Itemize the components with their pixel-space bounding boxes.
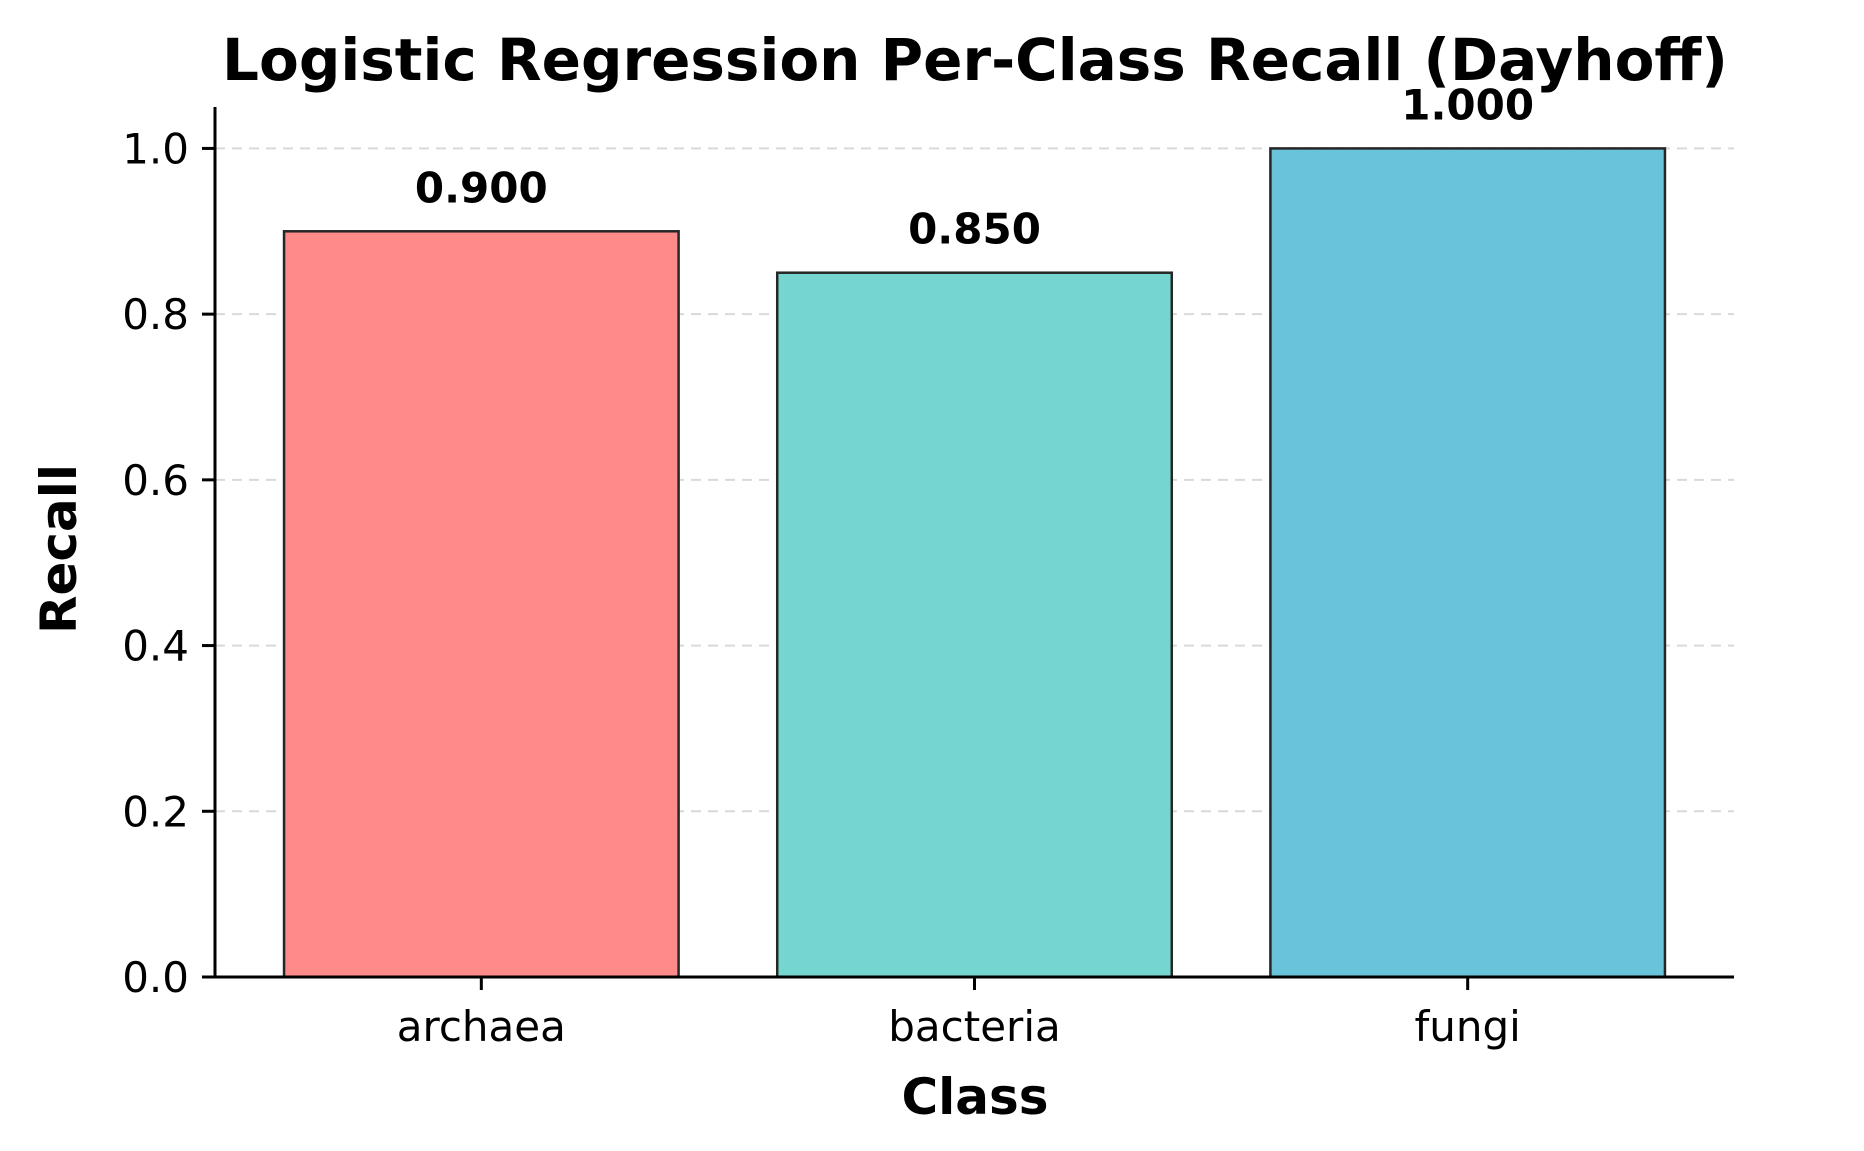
y-tick-label: 0.6 <box>122 456 189 505</box>
x-ticks: archaea bacteria fungi <box>397 977 1521 1051</box>
chart-title: Logistic Regression Per-Class Recall (Da… <box>222 26 1728 94</box>
bar-value-labels: 0.900 0.850 1.000 <box>415 80 1534 253</box>
y-tick-label: 0.8 <box>122 290 189 339</box>
x-tick-label: bacteria <box>888 1002 1060 1051</box>
x-tick-label: fungi <box>1415 1002 1521 1051</box>
x-tick-label: archaea <box>397 1002 566 1051</box>
x-axis-label: Class <box>901 1068 1048 1126</box>
y-tick-label: 0.2 <box>122 787 189 836</box>
y-ticks: 0.0 0.2 0.4 0.6 0.8 1.0 <box>122 124 215 1002</box>
y-tick-label: 0.4 <box>122 622 189 671</box>
bar-fungi <box>1269 147 1667 979</box>
y-tick-label: 1.0 <box>122 124 189 173</box>
y-axis-label: Recall <box>30 464 88 634</box>
bar-archaea <box>282 230 680 979</box>
y-tick-label: 0.0 <box>122 953 189 1002</box>
bar-value-label: 1.000 <box>1401 80 1534 129</box>
bars <box>282 147 1667 979</box>
bar-bacteria <box>775 271 1174 979</box>
bar-value-label: 0.900 <box>415 163 548 212</box>
bar-value-label: 0.850 <box>908 205 1041 254</box>
